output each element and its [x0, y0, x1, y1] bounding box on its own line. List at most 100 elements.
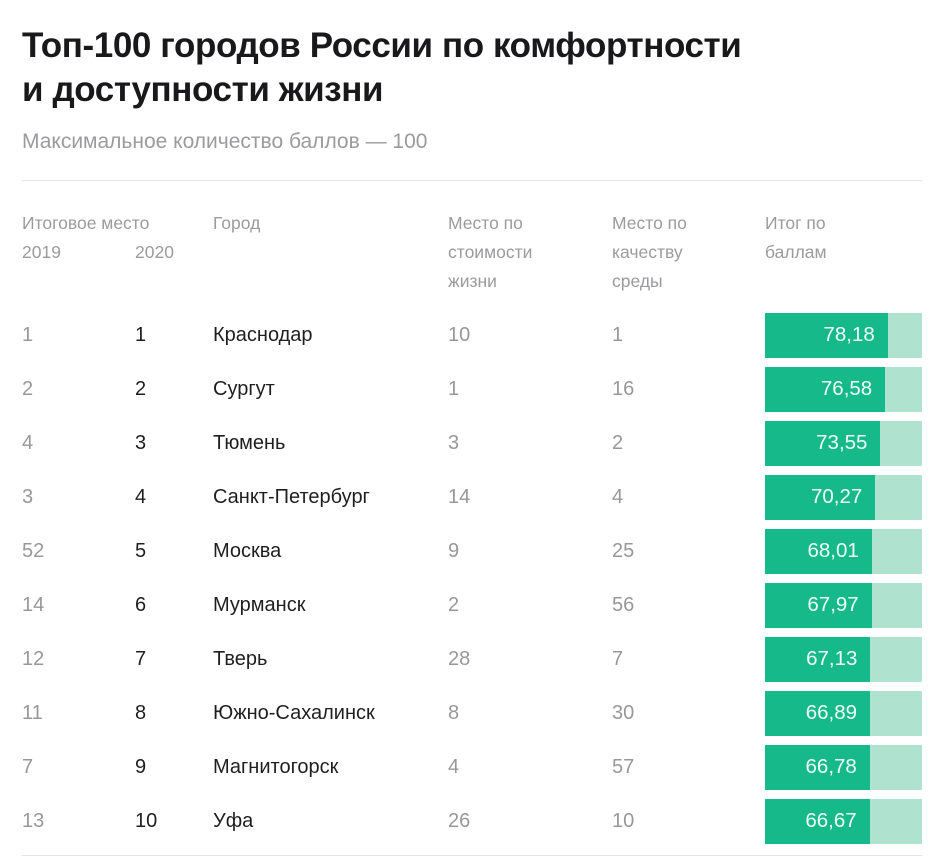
score-bar-fill: 67,97 — [765, 582, 872, 628]
table-row: 4 3 Тюмень 3 2 73,55 — [22, 416, 922, 470]
score-bar-cell: 73,55 — [765, 420, 922, 466]
city-name: Краснодар — [213, 323, 313, 346]
header-final-place-label: Итоговое место — [22, 213, 150, 233]
table-row: 52 5 Москва 9 25 68,01 — [22, 524, 922, 578]
score-value: 68,01 — [807, 539, 859, 562]
score-value: 76,58 — [820, 377, 873, 400]
table-body: 1 1 Краснодар 10 1 78,18 2 2 Сургут 1 — [22, 308, 922, 848]
cost-rank: 1 — [448, 377, 460, 400]
place-2019: 2 — [22, 377, 34, 400]
table-row: 11 8 Южно-Сахалинск 8 30 66,89 — [22, 686, 922, 740]
place-2020: 5 — [135, 539, 147, 562]
subtitle: Максимальное количество баллов — 100 — [22, 130, 428, 153]
cost-rank: 28 — [448, 647, 471, 670]
score-bar-fill: 66,89 — [765, 690, 871, 736]
place-2020: 7 — [135, 647, 147, 670]
city-name: Мурманск — [213, 593, 306, 616]
score-bar-track: 78,18 — [765, 312, 922, 358]
env-rank: 1 — [612, 323, 624, 346]
score-bar-track: 67,13 — [765, 636, 922, 682]
cost-rank: 26 — [448, 809, 471, 832]
place-2020: 3 — [135, 431, 147, 454]
score-bar-track: 67,97 — [765, 582, 922, 628]
place-2020: 10 — [135, 809, 158, 832]
score-bar-cell: 66,78 — [765, 744, 922, 790]
score-value: 70,27 — [811, 485, 863, 508]
score-bar-fill: 78,18 — [765, 312, 888, 358]
place-2019: 52 — [22, 539, 45, 562]
place-2020: 1 — [135, 323, 147, 346]
city-name: Санкт-Петербург — [213, 485, 370, 508]
table-row: 13 10 Уфа 26 10 66,67 — [22, 794, 922, 848]
score-value: 67,13 — [806, 647, 858, 670]
env-rank: 7 — [612, 647, 624, 670]
score-bar-track: 76,58 — [765, 366, 922, 412]
env-rank: 25 — [612, 539, 635, 562]
score-value: 67,97 — [807, 593, 859, 616]
score-bar-cell: 76,58 — [765, 366, 922, 412]
env-rank: 56 — [612, 593, 635, 616]
score-value: 78,18 — [823, 323, 875, 346]
place-2019: 7 — [22, 755, 34, 778]
table-row: 7 9 Магнитогорск 4 57 66,78 — [22, 740, 922, 794]
city-name: Тюмень — [213, 431, 286, 454]
score-bar-track: 70,27 — [765, 474, 922, 520]
cost-rank: 2 — [448, 593, 460, 616]
table-row: 14 6 Мурманск 2 56 67,97 — [22, 578, 922, 632]
city-name: Тверь — [213, 647, 268, 670]
env-rank: 30 — [612, 701, 635, 724]
place-2020: 4 — [135, 485, 147, 508]
env-rank: 57 — [612, 755, 635, 778]
city-name: Южно-Сахалинск — [213, 701, 375, 724]
score-bar-fill: 67,13 — [765, 636, 871, 682]
cost-rank: 8 — [448, 701, 460, 724]
bottom-divider — [22, 855, 922, 856]
score-value: 66,67 — [805, 809, 857, 832]
score-bar-cell: 67,97 — [765, 582, 922, 628]
place-2019: 4 — [22, 431, 34, 454]
place-2020: 8 — [135, 701, 147, 724]
score-bar-cell: 70,27 — [765, 474, 922, 520]
score-bar-track: 73,55 — [765, 420, 922, 466]
place-2019: 11 — [22, 701, 43, 724]
score-value: 66,78 — [805, 755, 857, 778]
env-rank: 10 — [612, 809, 635, 832]
table-row: 2 2 Сургут 1 16 76,58 — [22, 362, 922, 416]
place-2019: 13 — [22, 809, 45, 832]
header-env-rank: Место по качеству среды — [612, 213, 687, 291]
score-bar-track: 66,78 — [765, 744, 922, 790]
table-header: Итоговое место 2019 2020 Город Место по … — [22, 209, 922, 296]
score-bar-track: 66,67 — [765, 798, 922, 844]
score-bar-fill: 68,01 — [765, 528, 872, 574]
env-rank: 16 — [612, 377, 635, 400]
page-title: Топ-100 городов России по комфортности и… — [22, 0, 922, 112]
place-2019: 3 — [22, 485, 34, 508]
title-line-2: и доступности жизни — [22, 70, 384, 109]
place-2020: 2 — [135, 377, 147, 400]
table-row: 1 1 Краснодар 10 1 78,18 — [22, 308, 922, 362]
header-final-place: Итоговое место 2019 2020 — [22, 209, 213, 267]
header-cost-rank: Место по стоимости жизни — [448, 213, 533, 291]
score-bar-fill: 70,27 — [765, 474, 876, 520]
header-total-score: Итог по баллам — [765, 213, 827, 262]
place-2020: 6 — [135, 593, 147, 616]
score-bar-track: 68,01 — [765, 528, 922, 574]
title-line-1: Топ-100 городов России по комфортности — [22, 26, 742, 65]
cost-rank: 4 — [448, 755, 460, 778]
cost-rank: 14 — [448, 485, 471, 508]
city-name: Магнитогорск — [213, 755, 339, 778]
cost-rank: 3 — [448, 431, 460, 454]
city-name: Москва — [213, 539, 282, 562]
score-value: 73,55 — [816, 431, 868, 454]
city-name: Сургут — [213, 377, 275, 400]
table-row: 12 7 Тверь 28 7 67,13 — [22, 632, 922, 686]
header-city: Город — [213, 213, 261, 233]
table-row: 3 4 Санкт-Петербург 14 4 70,27 — [22, 470, 922, 524]
place-2020: 9 — [135, 755, 147, 778]
cost-rank: 10 — [448, 323, 471, 346]
place-2019: 12 — [22, 647, 45, 670]
place-2019: 14 — [22, 593, 45, 616]
score-bar-cell: 68,01 — [765, 528, 922, 574]
score-bar-fill: 66,78 — [765, 744, 870, 790]
